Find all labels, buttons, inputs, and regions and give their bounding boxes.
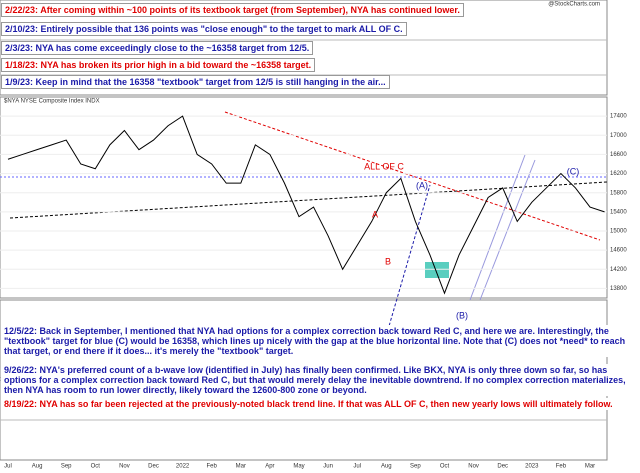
annotation: 9/26/22: NYA's preferred count of a b-wa… bbox=[1, 364, 639, 396]
y-tick-label: 14600 bbox=[610, 248, 627, 254]
x-tick-label: Jul bbox=[353, 464, 361, 470]
price-line bbox=[7, 115, 605, 295]
x-tick-label: Mar bbox=[236, 464, 246, 470]
x-tick-label: May bbox=[293, 464, 304, 470]
annotation: 8/19/22: NYA has so far been rejected at… bbox=[1, 398, 616, 410]
y-tick-label: 17400 bbox=[610, 114, 627, 120]
wave-label: (C) bbox=[567, 166, 580, 176]
annotation: 2/3/23: NYA has come exceedingly close t… bbox=[1, 41, 314, 55]
y-tick-label: 16600 bbox=[610, 152, 627, 158]
wave-label: (A) bbox=[416, 180, 428, 190]
wave-label: ALL OF C bbox=[364, 161, 404, 171]
x-tick-label: Dec bbox=[497, 464, 508, 470]
x-tick-label: Feb bbox=[207, 464, 218, 470]
x-tick-label: Oct bbox=[440, 464, 450, 470]
annotation: 1/9/23: Keep in mind that the 16358 "tex… bbox=[1, 75, 390, 89]
y-tick-label: 15400 bbox=[610, 209, 627, 215]
source: @StockCharts.com bbox=[548, 2, 600, 8]
channel-line bbox=[479, 159, 536, 301]
y-tick-label: 16200 bbox=[610, 171, 627, 177]
gap-box bbox=[425, 262, 449, 278]
price-panel bbox=[0, 96, 608, 299]
x-tick-label: 2022 bbox=[176, 464, 190, 470]
y-tick-label: 13800 bbox=[610, 286, 627, 292]
x-tick-label: Oct bbox=[91, 464, 101, 470]
x-tick-label: Aug bbox=[32, 464, 43, 470]
x-tick-label: Sep bbox=[410, 464, 421, 470]
x-tick-label: Aug bbox=[381, 464, 392, 470]
x-tick-label: Mar bbox=[585, 464, 595, 470]
x-tick-label: Jul bbox=[4, 464, 12, 470]
red-trend-line bbox=[224, 111, 601, 241]
wave-label: B bbox=[385, 256, 391, 266]
y-tick-label: 15800 bbox=[610, 190, 627, 196]
x-tick-label: Nov bbox=[119, 464, 130, 470]
annotation: 12/5/22: Back in September, I mentioned … bbox=[1, 325, 639, 357]
channel-line bbox=[469, 154, 526, 301]
x-tick-label: Sep bbox=[61, 464, 72, 470]
annotation: 1/18/23: NYA has broken its prior high i… bbox=[1, 58, 316, 72]
chart-title: $NYA NYSE Composite Index INDX bbox=[4, 99, 100, 105]
x-tick-label: Feb bbox=[556, 464, 567, 470]
annotation: 2/22/23: After coming within ~100 points… bbox=[1, 3, 464, 17]
y-tick-label: 15000 bbox=[610, 229, 627, 235]
y-tick-label: 17000 bbox=[610, 133, 627, 139]
x-tick-label: Jun bbox=[323, 464, 333, 470]
x-tick-label: Nov bbox=[468, 464, 479, 470]
y-tick-label: 14200 bbox=[610, 267, 627, 273]
channel-line bbox=[384, 184, 431, 341]
annotation: 2/10/23: Entirely possible that 136 poin… bbox=[1, 22, 407, 36]
x-tick-label: Dec bbox=[148, 464, 159, 470]
x-tick-label: 2023 bbox=[525, 464, 539, 470]
wave-label: A bbox=[372, 209, 378, 219]
x-tick-label: Apr bbox=[265, 464, 274, 470]
wave-label: (B) bbox=[456, 310, 468, 320]
